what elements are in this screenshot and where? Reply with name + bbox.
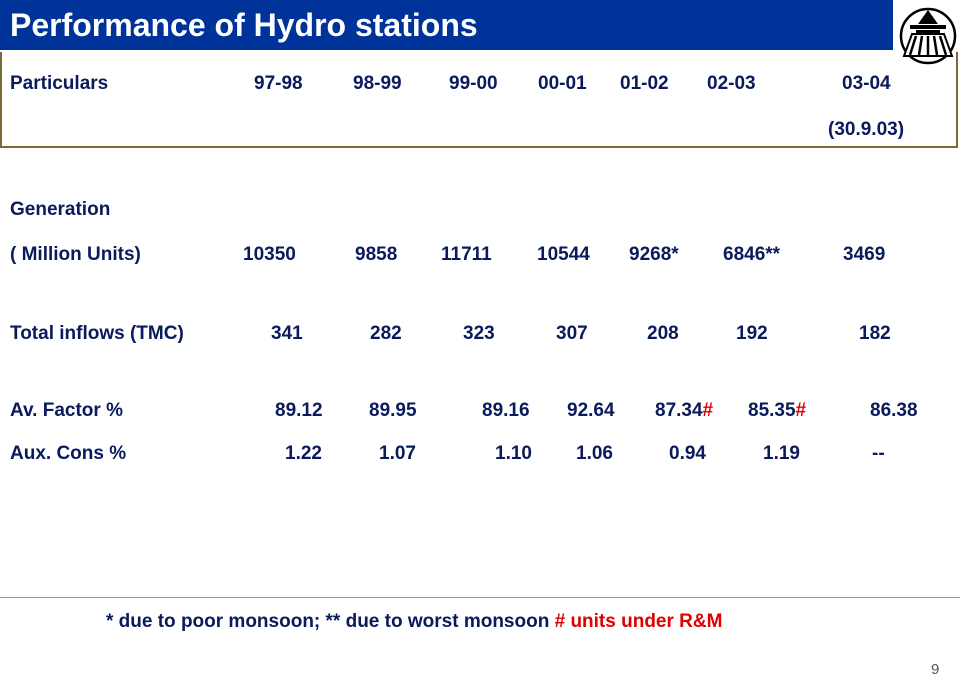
av-factor-value: 89.16 [482, 400, 530, 421]
particulars-label: Particulars [10, 73, 109, 94]
rm-marker: # [702, 400, 714, 421]
inflows-label: Total inflows (TMC) [10, 323, 184, 344]
inflows-value: 182 [859, 323, 891, 344]
year-98-99: 98-99 [353, 73, 402, 94]
inflows-value: 208 [647, 323, 679, 344]
title-bar: Performance of Hydro stations [0, 0, 893, 50]
inflows-value: 192 [736, 323, 768, 344]
av-factor-value: 89.95 [369, 400, 417, 421]
rm-marker: # [795, 400, 807, 421]
inflows-value: 341 [271, 323, 303, 344]
page-title: Performance of Hydro stations [10, 7, 478, 43]
aux-cons-value: 1.07 [379, 443, 416, 464]
year-00-01: 00-01 [538, 73, 587, 94]
aux-cons-value: 0.94 [669, 443, 706, 464]
station-emblem-icon [896, 0, 960, 70]
aux-cons-value: 1.19 [763, 443, 800, 464]
generation-value: 11711 [441, 244, 492, 265]
year-01-02: 01-02 [620, 73, 669, 94]
footnote: * due to poor monsoon; ** due to worst m… [106, 611, 723, 632]
generation-label: Generation [10, 199, 111, 220]
aux-cons-label: Aux. Cons % [10, 443, 127, 464]
av-factor-value: 89.12 [275, 400, 323, 421]
header-box [0, 52, 958, 148]
page-number: 9 [931, 661, 940, 678]
generation-value: 9858 [355, 244, 398, 265]
footnote-rm: # units under R&M [554, 611, 723, 632]
generation-value: 9268* [629, 244, 679, 265]
footer-divider [0, 597, 960, 598]
year-97-98: 97-98 [254, 73, 303, 94]
year-02-03: 02-03 [707, 73, 756, 94]
year-03-04: 03-04 [842, 73, 891, 94]
inflows-value: 307 [556, 323, 588, 344]
aux-cons-value: 1.06 [576, 443, 613, 464]
av-factor-label: Av. Factor % [10, 400, 123, 421]
generation-unit: ( Million Units) [10, 244, 141, 265]
av-factor-value: 86.38 [870, 400, 918, 421]
generation-value: 6846** [723, 244, 781, 265]
year-99-00: 99-00 [449, 73, 498, 94]
av-factor-value: 85.35# [748, 400, 807, 421]
year-note: (30.9.03) [828, 119, 905, 140]
av-factor-value: 92.64 [567, 400, 615, 421]
aux-cons-value: 1.22 [285, 443, 322, 464]
aux-cons-value: 1.10 [495, 443, 532, 464]
generation-value: 10350 [243, 244, 296, 265]
inflows-value: 282 [370, 323, 402, 344]
aux-cons-value: -- [872, 443, 885, 464]
generation-value: 10544 [537, 244, 590, 265]
generation-value: 3469 [843, 244, 886, 265]
av-factor-value: 87.34# [655, 400, 714, 421]
inflows-value: 323 [463, 323, 495, 344]
